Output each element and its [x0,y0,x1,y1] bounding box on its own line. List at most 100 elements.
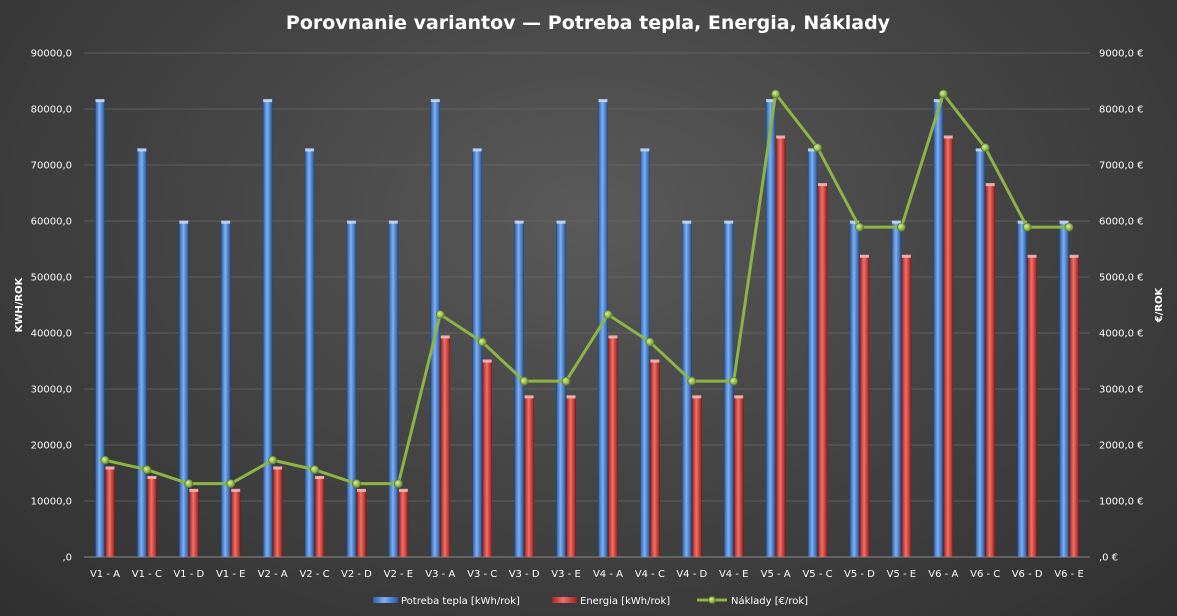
bar-energy [105,467,115,558]
bar-energy [608,336,618,558]
bar-heat [346,221,357,558]
bar-heat-cap [640,148,650,152]
bar-heat-cap [472,148,482,152]
y-tick-label: 40000,0 [31,329,72,340]
bar-heat [891,221,902,558]
bar-heat-cap [137,148,147,152]
bar-heat [765,100,776,558]
bar-heat [220,221,231,558]
bar-energy [440,336,451,558]
bar-energy-cap [566,395,576,399]
cost-point [938,89,948,99]
cost-point [435,310,445,319]
bar-heat-cap [808,148,818,152]
bar-energy-cap [189,488,199,492]
y2-tick-label: ,0 € [1099,553,1118,564]
cost-point [813,143,822,153]
x-tick-label: V1 - D [173,569,204,580]
bar-heat [262,100,273,558]
x-tick-label: V1 - E [216,569,246,580]
bar-heat [137,149,147,558]
cost-point [268,455,278,465]
bar-heat-cap [682,220,692,224]
cost-point [645,337,655,347]
bar-heat-cap [263,99,273,103]
bar-energy [859,256,870,558]
cost-point [393,479,403,489]
bar-heat-cap [766,99,776,103]
bar-energy-cap [315,475,325,479]
bar-energy-cap [608,335,618,339]
y2-tick-label: 5000,0 € [1099,273,1144,284]
bar-heat-cap [556,220,566,224]
bar-energy [398,490,409,558]
bar-heat-cap [514,220,524,224]
y2-tick-label: 7000,0 € [1099,161,1144,172]
bar-heat [472,149,482,558]
bar-heat [1059,221,1069,558]
y-tick-label: 50000,0 [31,273,72,284]
bar-energy-cap [147,475,157,479]
bar-heat [933,100,944,558]
y2-tick-label: 8000,0 € [1099,105,1144,116]
cost-point [352,479,361,489]
cost-point [142,465,152,475]
bar-energy [692,396,702,558]
bar-heat [95,100,105,558]
x-tick-label: V4 - C [635,569,665,580]
x-tick-label: V2 - C [299,569,329,580]
bar-heat [723,221,734,558]
bar-heat [388,221,399,558]
bar-energy [1069,256,1079,558]
y-tick-label: 10000,0 [31,497,72,508]
bar-energy [901,256,912,558]
cost-point [980,143,990,153]
bar-energy [189,490,199,558]
bar-energy-cap [231,488,241,492]
bar-heat [975,149,985,558]
x-tick-label: V5 - E [887,569,917,580]
cost-point [100,455,110,465]
x-tick-label: V6 - C [970,569,1000,580]
y-axis-right: ,0 € 1000,0 € 2000,0 € 3000,0 € 4000,0 € 5000… [1099,49,1144,564]
bar-energy [817,184,828,558]
y-tick-label: 70000,0 [31,161,72,172]
x-tick-label: V1 - A [90,569,120,580]
bars [95,99,1079,558]
x-tick-label: V6 - E [1054,569,1084,580]
y-tick-label: ,0 [62,553,72,564]
bar-energy [566,396,576,558]
x-tick-label: V3 - D [509,569,540,580]
bar-heat [1017,221,1027,558]
cost-point [226,479,236,489]
legend-label-cost: Náklady [€/rok] [731,595,808,607]
x-tick-label: V6 - D [1012,569,1043,580]
legend: Potreba tepla [kWh/rok] Energia [kWh/rok… [373,595,808,607]
x-tick-label: V2 - E [384,569,414,580]
x-tick-label: V4 - D [676,569,707,580]
y-tick-label: 60000,0 [31,217,72,228]
bar-energy-cap [105,466,115,470]
x-axis: V1 - A V1 - C V1 - D V1 - E V2 - A V2 - C V2 -… [84,556,1090,580]
bar-heat [849,221,860,558]
bar-heat-cap [724,220,734,224]
bar-heat-cap [849,220,859,224]
cost-point [310,465,319,475]
bar-energy-cap [901,254,911,258]
bar-energy-cap [734,395,744,399]
bar-heat-cap [598,99,608,103]
bar-heat [556,221,566,558]
bar-heat-cap [95,99,105,103]
y2-tick-label: 6000,0 € [1099,217,1144,228]
bar-energy-cap [1027,254,1037,258]
bar-energy [650,360,660,558]
x-tick-label: V5 - C [802,569,832,580]
y-tick-label: 20000,0 [31,441,72,452]
y2-tick-label: 9000,0 € [1099,49,1144,60]
chart-title: Porovnanie variantov — Potreba tepla, En… [286,12,891,34]
cost-point [603,310,613,319]
cost-point [184,479,194,489]
bar-heat-cap [933,99,943,103]
bar-energy-cap [482,359,492,363]
